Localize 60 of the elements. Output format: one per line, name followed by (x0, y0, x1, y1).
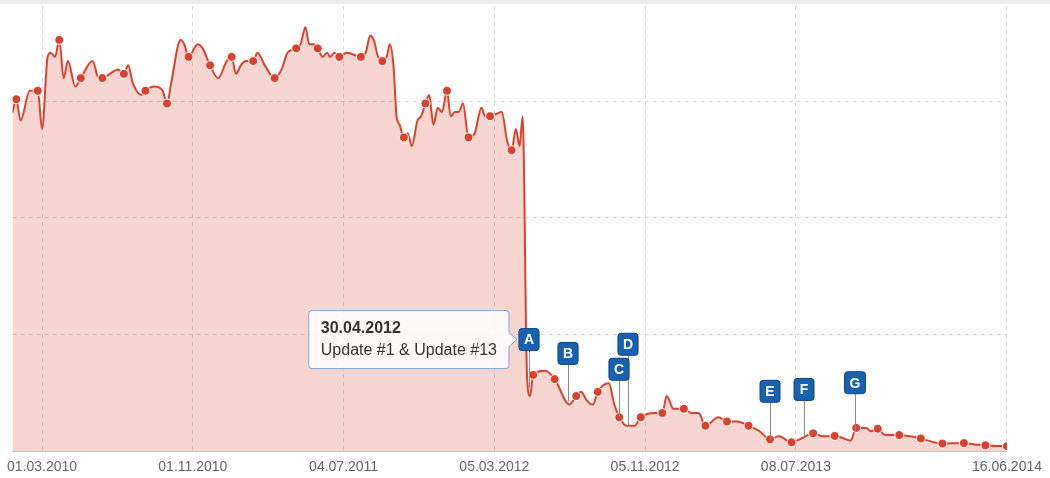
point (635, 412, 646, 423)
point (721, 416, 732, 427)
point (226, 51, 237, 62)
point (312, 43, 323, 54)
point (398, 132, 409, 143)
point (183, 51, 194, 62)
annotation: E (765, 383, 775, 400)
x-tick-label: 16.06.2014 (971, 458, 1043, 475)
point (377, 56, 388, 67)
point (571, 391, 582, 402)
point (829, 430, 840, 441)
x-tick-label: 01.03.2010 (7, 458, 78, 475)
point (97, 73, 108, 84)
point (463, 132, 474, 143)
annotation: D (622, 336, 634, 353)
point (549, 374, 560, 385)
annotation: F (799, 381, 809, 398)
point (162, 98, 172, 109)
point (786, 437, 797, 448)
point (205, 60, 216, 71)
point (765, 434, 776, 445)
annotation: 30.04.2012 Update #1 & Update #13 (320, 319, 498, 359)
point (743, 420, 754, 431)
point (937, 438, 948, 449)
x-tick-label: 01.11.2010 (158, 458, 228, 475)
point (355, 51, 366, 62)
point (980, 440, 991, 451)
point (700, 420, 711, 431)
point (75, 73, 86, 84)
point (441, 85, 452, 96)
point (291, 43, 302, 54)
point (420, 98, 431, 109)
point (915, 433, 926, 444)
point (269, 73, 280, 84)
annotation: C (613, 361, 625, 378)
point (614, 412, 625, 423)
point (678, 403, 689, 414)
point (657, 408, 668, 419)
point (12, 94, 22, 105)
point (894, 430, 905, 441)
point (872, 423, 883, 434)
point (808, 428, 819, 439)
x-tick-label: 04.07.2011 (309, 458, 379, 475)
point (958, 438, 969, 449)
x-tick-label: 05.03.2012 (459, 458, 530, 475)
x-tick-label: 05.11.2012 (610, 458, 680, 475)
point (118, 68, 129, 79)
point (32, 85, 43, 96)
point (334, 51, 345, 62)
annotation: B (562, 345, 574, 362)
point (592, 386, 603, 397)
point (506, 145, 517, 156)
annotation: A (523, 331, 535, 348)
point (54, 34, 65, 45)
point (248, 56, 259, 67)
x-tick-label: 08.07.2013 (760, 458, 832, 475)
annotation: G (849, 374, 861, 391)
point (485, 111, 496, 122)
point (528, 369, 539, 380)
point (140, 85, 151, 96)
